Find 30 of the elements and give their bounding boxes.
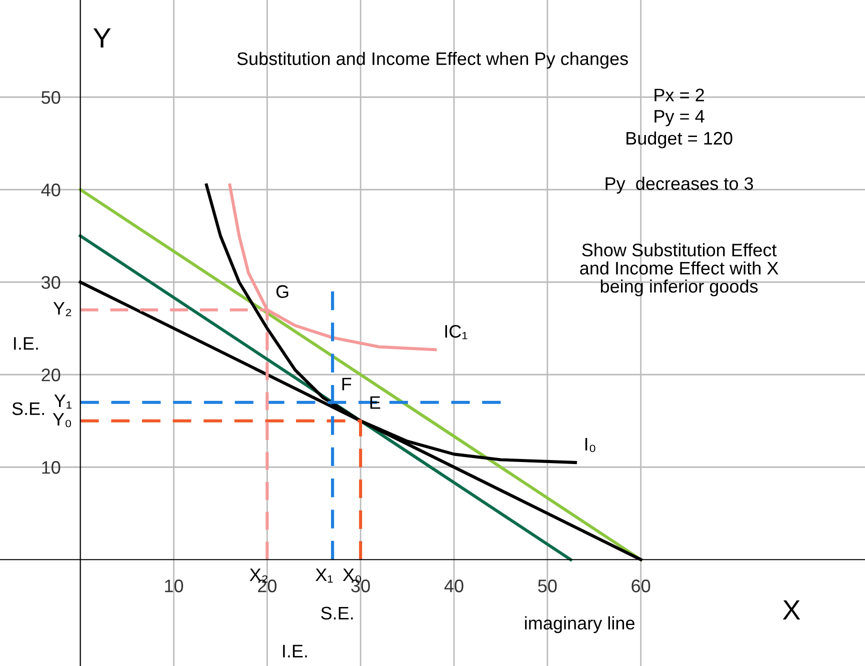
text: Substitution and Income Effect when Py changes xyxy=(237,52,628,69)
x-axis-title: X xyxy=(782,600,800,620)
annotation: I₀ xyxy=(585,438,596,452)
y-tick-label: 30 xyxy=(42,276,60,289)
annotation: Y₀ xyxy=(52,413,72,428)
y-tick-label: 20 xyxy=(42,368,60,382)
x-tick-label: 60 xyxy=(632,580,650,592)
annotation: Show Substitution Effect and Income Effect with X being inferior goods xyxy=(580,243,778,296)
annotation: X₁ xyxy=(316,568,333,583)
annotation: imaginary line xyxy=(525,616,634,634)
annotation: S.E. xyxy=(12,402,44,416)
annotation: I.E. xyxy=(14,337,38,350)
y-tick-label: 10 xyxy=(42,461,60,474)
x-tick-label: 40 xyxy=(444,580,464,592)
annotation: Y₁ xyxy=(54,394,72,409)
x-tick-label: 10 xyxy=(165,580,184,592)
annotation: Py = 4 xyxy=(654,110,704,126)
y-axis-title: Y xyxy=(93,28,111,48)
annotation: IC₁ xyxy=(445,324,468,340)
annotation: F xyxy=(342,378,352,390)
annotation: Y₂ xyxy=(53,302,72,316)
y-tick-label: 40 xyxy=(41,184,60,196)
annotation: I.E. xyxy=(283,644,307,658)
annotation: Py decreases to 3 xyxy=(606,176,754,194)
annotation: Budget = 120 xyxy=(626,131,732,148)
annotation: G xyxy=(276,285,288,298)
x-tick-label: 50 xyxy=(538,580,557,592)
annotation: Px = 2 xyxy=(654,88,704,102)
y-tick-label: 50 xyxy=(42,91,60,104)
annotation: S.E. xyxy=(321,606,353,620)
